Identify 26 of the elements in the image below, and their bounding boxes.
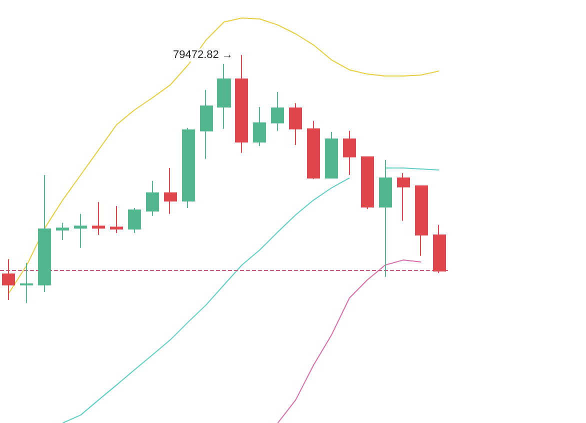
candlestick xyxy=(200,89,213,160)
candlestick xyxy=(20,262,33,304)
candlestick xyxy=(397,172,410,222)
candlestick xyxy=(343,130,356,176)
candlestick xyxy=(217,63,231,130)
candlestick xyxy=(325,131,338,178)
candlestick xyxy=(110,205,123,234)
candlestick xyxy=(379,159,392,278)
candlestick xyxy=(361,156,374,210)
candlestick xyxy=(307,120,320,180)
candlestick xyxy=(56,222,69,240)
candlestick xyxy=(92,202,105,236)
candlestick xyxy=(433,224,446,274)
candlestick xyxy=(182,127,195,208)
candlestick xyxy=(415,185,428,256)
annotation: 79472.82 → xyxy=(172,48,233,61)
candlestick xyxy=(146,180,159,216)
candlestick xyxy=(74,213,87,248)
candlestick xyxy=(128,207,141,234)
candlestick xyxy=(2,258,15,300)
candlestick xyxy=(38,174,51,293)
candlestick xyxy=(253,106,266,146)
candlestick xyxy=(271,91,284,132)
candlestick xyxy=(235,54,248,154)
candlestick xyxy=(289,102,302,146)
candlestick xyxy=(164,168,177,214)
